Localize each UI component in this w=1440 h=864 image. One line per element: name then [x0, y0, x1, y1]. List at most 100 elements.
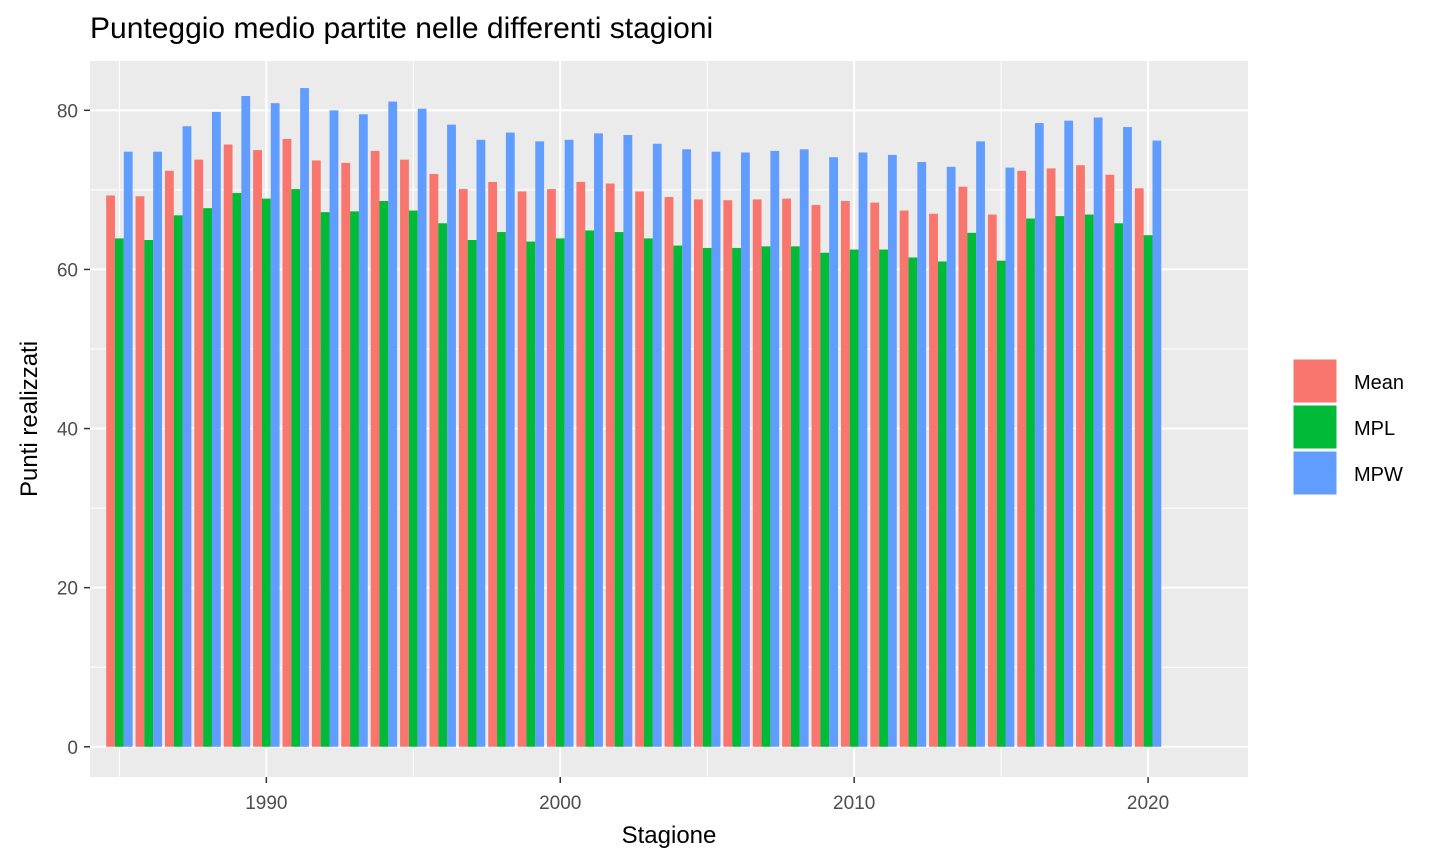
- bar-mean-1985: [106, 195, 115, 747]
- bar-mpl-2017: [1055, 216, 1065, 747]
- bar-mean-2000: [547, 189, 556, 747]
- bar-mpw-1993: [358, 114, 368, 747]
- bar-mpl-2009: [820, 252, 830, 747]
- bar-mpl-2006: [732, 247, 742, 747]
- bar-mean-1990: [253, 150, 262, 747]
- bar-mpw-1990: [270, 103, 280, 747]
- bar-mpl-1999: [526, 241, 536, 747]
- bar-mean-2007: [752, 199, 762, 747]
- y-axis: 0 20 40 60 80: [57, 101, 90, 759]
- bar-mpl-2001: [585, 230, 595, 747]
- chart-title: Punteggio medio partite nelle differenti…: [90, 12, 714, 45]
- bar-mpw-2008: [799, 149, 809, 747]
- legend-label-mpw: MPW: [1354, 464, 1403, 486]
- bar-mpl-1994: [379, 201, 389, 747]
- bar-mpl-2013: [937, 261, 947, 747]
- bar-mpw-1996: [447, 124, 456, 747]
- bar-mean-2019: [1105, 174, 1115, 747]
- bar-mpw-2001: [594, 133, 603, 747]
- bar-mean-1999: [517, 191, 527, 747]
- bars: [106, 88, 1162, 747]
- bar-mean-2018: [1076, 165, 1085, 747]
- legend-key-mpw: [1292, 450, 1338, 496]
- bar-mean-2009: [811, 204, 821, 747]
- bar-mpw-2017: [1064, 120, 1074, 747]
- bar-mpw-1995: [417, 108, 427, 747]
- bar-mpl-2004: [673, 245, 683, 747]
- x-tick-label: 2020: [1127, 793, 1169, 814]
- bar-mpw-2019: [1123, 127, 1132, 747]
- bar-mpl-2020: [1143, 235, 1153, 747]
- bar-mpw-2012: [917, 162, 927, 747]
- bar-mean-1994: [370, 150, 380, 747]
- bar-mean-2003: [635, 191, 645, 747]
- bar-mean-2016: [1017, 170, 1027, 747]
- legend-key-mean: [1292, 358, 1338, 404]
- bar-mpl-2019: [1114, 223, 1124, 747]
- bar-mean-1998: [488, 181, 498, 747]
- bar-mpl-1988: [203, 208, 212, 747]
- x-tick-label: 1990: [245, 793, 287, 814]
- bar-mpw-1997: [476, 139, 486, 747]
- bar-mpw-1998: [505, 132, 515, 747]
- legend-key-mpl: [1292, 404, 1338, 450]
- y-tick-label: 80: [57, 101, 78, 122]
- bar-mean-2005: [693, 199, 703, 747]
- bar-mpw-1986: [153, 151, 163, 747]
- bar-mean-1996: [429, 173, 439, 747]
- bar-mpw-1989: [241, 96, 251, 747]
- x-axis-title: Stagione: [622, 822, 717, 849]
- bar-mean-2006: [723, 200, 733, 747]
- legend: Mean MPL MPW: [1292, 358, 1404, 496]
- bar-mpw-2006: [741, 152, 750, 747]
- bar-mpl-2012: [908, 257, 918, 747]
- bar-mpw-2015: [1005, 167, 1015, 747]
- bar-mpl-2016: [1026, 218, 1035, 747]
- bar-mpl-1991: [291, 189, 301, 747]
- bar-mpw-1994: [388, 101, 398, 747]
- bar-mpl-1998: [497, 232, 506, 747]
- bar-mean-2014: [958, 186, 968, 747]
- bar-mpl-1996: [438, 223, 448, 747]
- y-tick-label: 0: [67, 738, 78, 759]
- bar-mpl-2015: [996, 260, 1006, 747]
- bar-mpl-1990: [261, 198, 271, 747]
- bar-mpw-1988: [211, 111, 221, 747]
- x-tick-label: 2010: [833, 793, 875, 814]
- bar-mpw-2010: [858, 152, 868, 747]
- bar-mean-2001: [576, 181, 586, 747]
- bar-mpl-2018: [1084, 214, 1094, 747]
- bar-mpw-2003: [652, 143, 662, 747]
- bar-mean-1992: [311, 160, 321, 747]
- bar-mpw-2020: [1152, 140, 1162, 747]
- bar-mpl-2007: [761, 246, 771, 747]
- bar-mpw-2002: [623, 134, 633, 747]
- y-tick-label: 60: [57, 260, 78, 281]
- bar-mpw-2009: [829, 157, 838, 747]
- bar-mean-1993: [341, 162, 351, 747]
- bar-mean-2008: [782, 198, 791, 747]
- bar-mean-2020: [1134, 188, 1144, 747]
- y-tick-label: 20: [57, 579, 78, 600]
- bar-mean-2015: [987, 214, 997, 747]
- bar-mpl-1993: [350, 211, 359, 747]
- bar-mean-2010: [840, 201, 850, 747]
- bar-mean-2011: [870, 202, 880, 747]
- bar-mean-2013: [929, 213, 938, 747]
- bar-mean-1987: [164, 170, 174, 747]
- bar-mpw-2005: [711, 151, 721, 747]
- bar-mean-1988: [194, 159, 204, 747]
- bar-mpw-1987: [182, 126, 192, 747]
- bar-mpw-2004: [682, 149, 692, 747]
- bar-mpl-1986: [144, 240, 154, 747]
- bar-mean-2002: [605, 183, 615, 747]
- y-tick-label: 40: [57, 420, 78, 441]
- bar-mpw-2011: [887, 154, 897, 747]
- legend-label-mpl: MPL: [1354, 418, 1395, 440]
- bar-mpl-2014: [967, 232, 977, 747]
- bar-mpl-1992: [320, 212, 330, 747]
- bar-mpw-2018: [1093, 117, 1103, 747]
- bar-mpl-2002: [614, 232, 624, 747]
- bar-mean-1997: [458, 189, 468, 747]
